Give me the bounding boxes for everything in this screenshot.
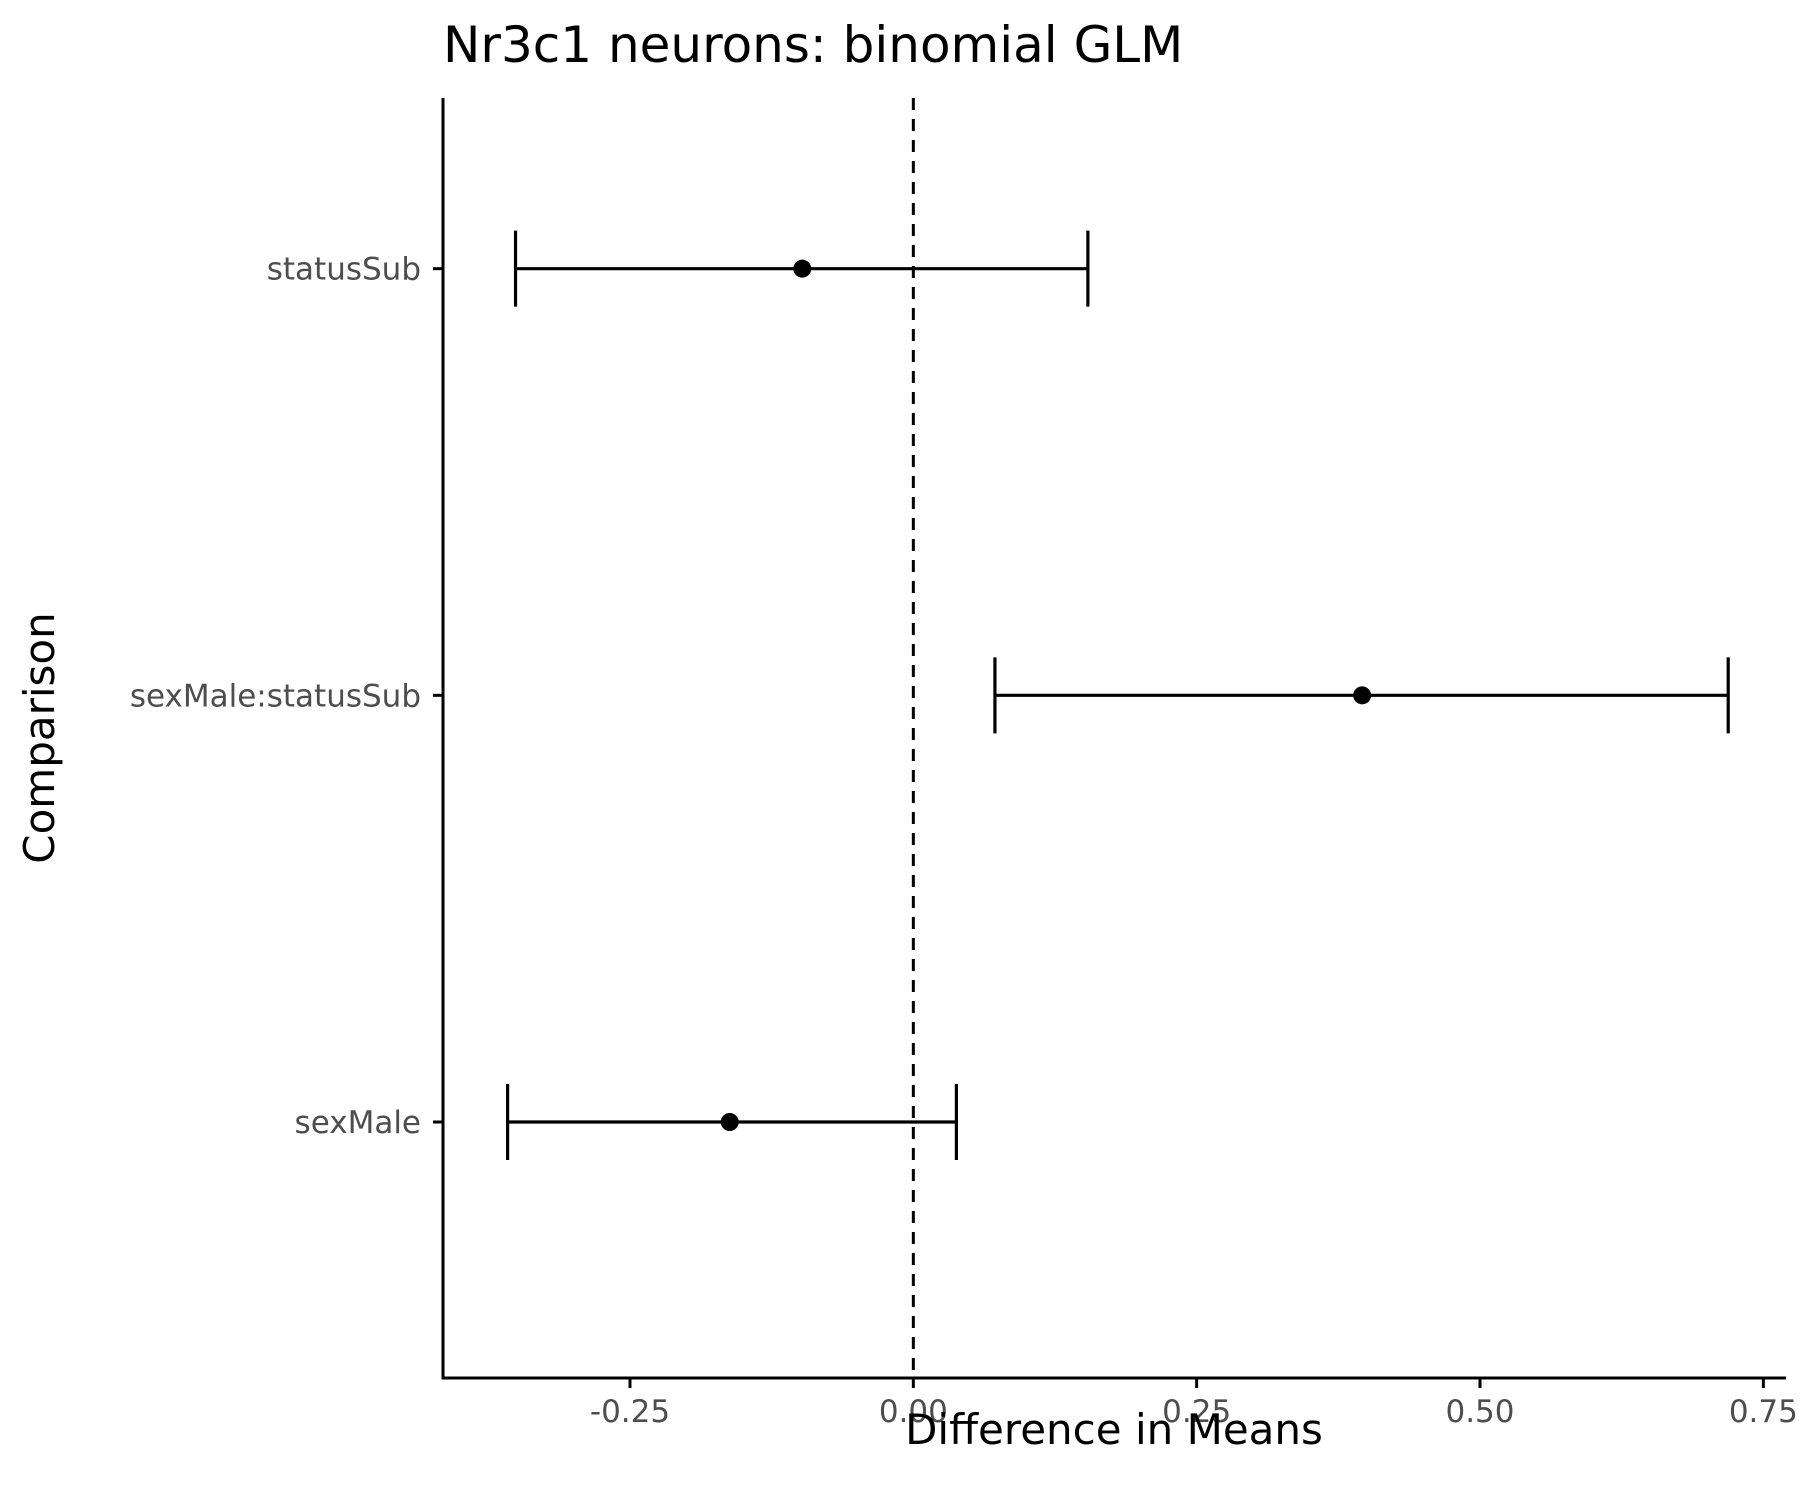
chart-title: Nr3c1 neurons: binomial GLM (443, 16, 1183, 74)
x-tick-label: 0.75 (1729, 1394, 1798, 1430)
marks (506, 230, 1730, 1160)
y-tick-label: sexMale:statusSub (130, 678, 421, 714)
y-tick-label: sexMale (295, 1105, 421, 1141)
x-ticks: -0.25 0.00 0.25 0.50 0.75 (590, 1378, 1798, 1430)
x-axis-title: Difference in Means (905, 1405, 1323, 1454)
x-tick-label: 0.00 (879, 1394, 948, 1430)
estimate-point (1353, 686, 1372, 705)
x-tick-label: 0.50 (1445, 1394, 1514, 1430)
x-tick-label: 0.25 (1162, 1394, 1231, 1430)
estimate-point (793, 259, 812, 278)
x-tick-label: -0.25 (590, 1394, 670, 1430)
y-ticks: statusSub sexMale:statusSub sexMale (130, 252, 443, 1141)
y-tick-label: statusSub (267, 252, 421, 288)
y-axis-title: Comparison (15, 612, 64, 863)
estimate-point (720, 1113, 739, 1131)
